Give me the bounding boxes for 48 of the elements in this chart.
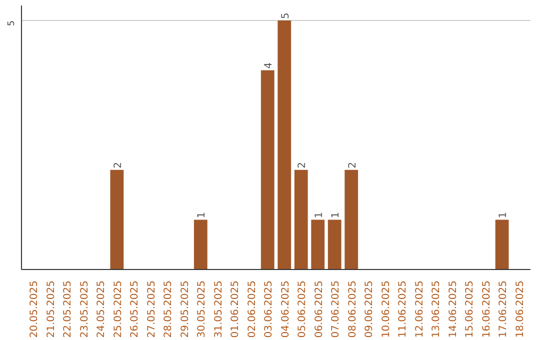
x-tick-label: 26.05.2025 (130, 280, 141, 338)
data-label: 1 (330, 212, 342, 218)
x-tick-label: 02.06.2025 (246, 280, 258, 338)
bar (328, 220, 342, 270)
bar (260, 70, 274, 270)
data-label: 1 (314, 212, 325, 218)
x-tick-label: 07.06.2025 (330, 280, 342, 338)
x-tick-label: 18.06.2025 (514, 280, 526, 338)
bar (311, 220, 325, 270)
x-tick-label: 10.06.2025 (380, 280, 392, 338)
x-tick-label: 20.05.2025 (29, 280, 40, 338)
x-tick-label: 28.05.2025 (163, 280, 174, 338)
bar (495, 220, 509, 270)
data-label: 2 (297, 162, 308, 168)
data-label: 4 (264, 62, 275, 69)
x-tick-label: 14.06.2025 (448, 280, 459, 338)
x-tick-label: 30.05.2025 (196, 280, 208, 338)
data-label: 2 (347, 162, 358, 168)
data-label: 1 (498, 212, 510, 218)
x-tick-label: 22.05.2025 (62, 280, 74, 338)
x-tick-label: 29.05.2025 (180, 280, 191, 338)
x-tick-label: 12.06.2025 (414, 280, 426, 338)
x-tick-label: 06.06.2025 (314, 280, 325, 338)
data-label: 5 (280, 12, 292, 19)
bar (344, 170, 358, 270)
x-tick-label: 16.06.2025 (481, 280, 492, 338)
x-tick-label: 04.06.2025 (280, 280, 292, 338)
x-tick-label: 15.06.2025 (464, 280, 476, 338)
x-tick-label: 03.06.2025 (264, 280, 275, 338)
x-tick-label: 05.06.2025 (297, 280, 308, 338)
bar (110, 170, 124, 270)
x-tick-label: 21.05.2025 (46, 280, 57, 338)
x-tick-label: 11.06.2025 (398, 280, 409, 338)
x-tick-label: 01.06.2025 (230, 280, 242, 338)
x-tick-label: 31.05.2025 (213, 280, 224, 338)
data-label: 2 (112, 162, 124, 168)
x-tick-label: 27.05.2025 (146, 280, 158, 338)
x-tick-label: 13.06.2025 (431, 280, 442, 338)
bar (278, 20, 292, 270)
x-tick-label: 23.05.2025 (79, 280, 90, 338)
x-tick-label: 08.06.2025 (347, 280, 358, 338)
bar (194, 220, 208, 270)
data-label: 1 (196, 212, 208, 218)
x-tick-label: 17.06.2025 (498, 280, 510, 338)
bar (294, 170, 308, 270)
x-tick-label: 09.06.2025 (364, 280, 376, 338)
x-tick-label: 24.05.2025 (96, 280, 108, 338)
x-tick-label: 25.05.2025 (112, 280, 124, 338)
